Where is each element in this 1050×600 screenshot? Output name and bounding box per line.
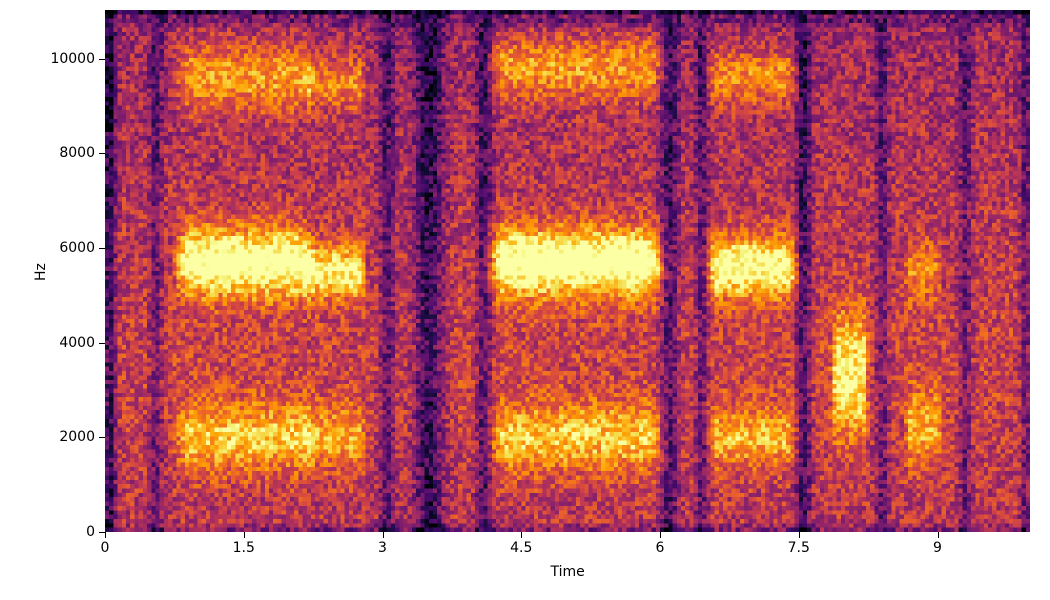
x-tick-mark: [383, 532, 384, 538]
x-tick-label: 6: [656, 540, 665, 556]
x-tick-label: 7.5: [788, 540, 810, 556]
x-tick-label: 3: [378, 540, 387, 556]
x-tick-label: 4.5: [510, 540, 532, 556]
y-tick-label: 10000: [50, 51, 95, 67]
figure: Hz Time 0 1.5 3 4.5 6 7.5 9 0 2000 4000 6000 8000 1…: [0, 0, 1050, 600]
y-tick-label: 0: [86, 524, 95, 540]
y-tick-mark: [99, 59, 105, 60]
y-tick-mark: [99, 343, 105, 344]
x-tick-mark: [521, 532, 522, 538]
x-tick-label: 1.5: [233, 540, 255, 556]
x-tick-mark: [244, 532, 245, 538]
y-tick-mark: [99, 437, 105, 438]
y-tick-mark: [99, 532, 105, 533]
y-tick-mark: [99, 248, 105, 249]
x-tick-label: 0: [101, 540, 110, 556]
y-axis-label: Hz: [33, 263, 49, 281]
x-axis-label: Time: [551, 564, 585, 580]
y-tick-mark: [99, 153, 105, 154]
y-tick-label: 8000: [59, 145, 95, 161]
x-tick-label: 9: [933, 540, 942, 556]
y-tick-label: 2000: [59, 429, 95, 445]
y-tick-label: 6000: [59, 240, 95, 256]
x-tick-mark: [105, 532, 106, 538]
x-tick-mark: [799, 532, 800, 538]
spectrogram-plot-area: [105, 10, 1030, 532]
y-tick-label: 4000: [59, 335, 95, 351]
spectrogram-image: [105, 10, 1030, 532]
x-tick-mark: [938, 532, 939, 538]
x-tick-mark: [660, 532, 661, 538]
